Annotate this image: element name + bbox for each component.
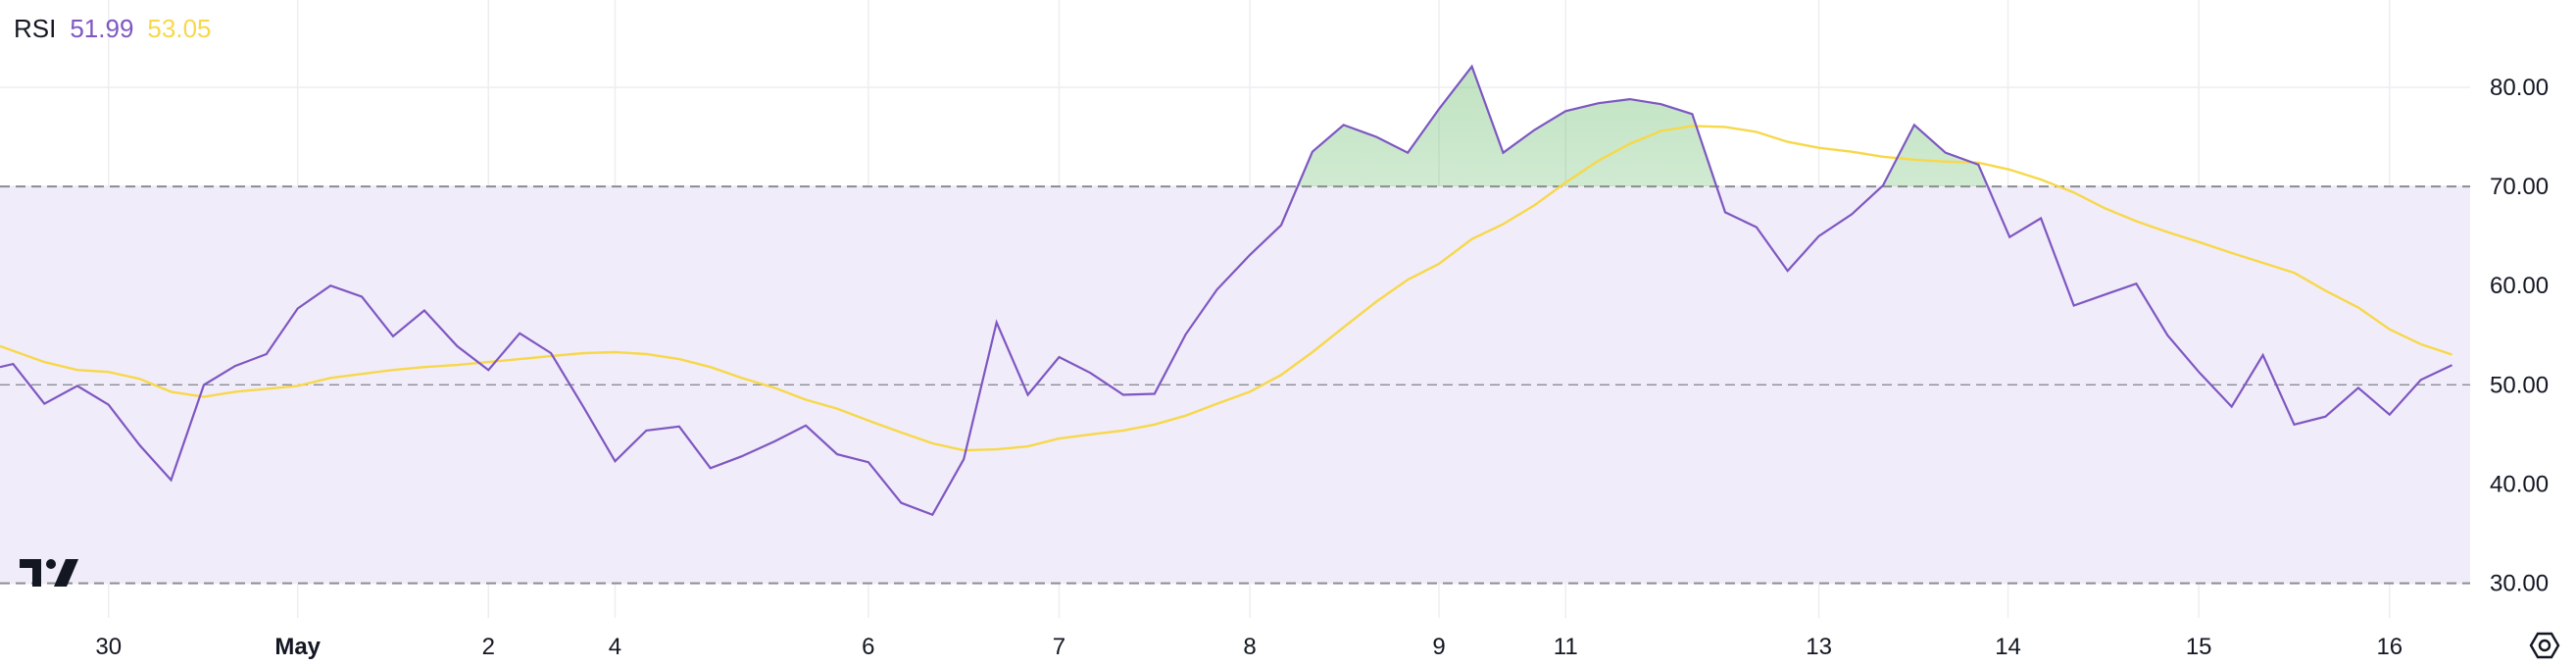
x-tick-label: May [274,634,321,660]
x-tick-label: 11 [1554,634,1578,660]
x-tick-label: 16 [2376,634,2403,660]
x-axis: 30 May 2 4 6 7 8 9 11 13 14 15 16 [95,634,2403,660]
settings-gear-icon[interactable] [2529,632,2560,659]
indicator-name[interactable]: RSI [14,14,57,43]
x-tick-label: 2 [482,634,495,660]
x-tick-label: 6 [862,634,874,660]
y-axis: 80.00 70.00 60.00 50.00 40.00 30.00 [2490,75,2549,597]
indicator-legend: RSI 51.99 53.05 [14,14,212,44]
y-tick-label: 80.00 [2490,75,2549,101]
x-tick-label: 9 [1432,634,1445,660]
y-tick-label: 40.00 [2490,471,2549,497]
tradingview-logo-icon[interactable] [20,559,78,587]
y-tick-label: 50.00 [2490,372,2549,398]
x-tick-label: 15 [2186,634,2212,660]
x-tick-label: 13 [1806,634,1832,660]
y-tick-label: 70.00 [2490,174,2549,200]
x-tick-label: 8 [1243,634,1256,660]
rsi-ma-value: 53.05 [147,14,212,43]
rsi-ma-line [0,125,2452,452]
x-tick-label: 30 [95,634,122,660]
y-tick-label: 30.00 [2490,571,2549,597]
rsi-line [0,64,2452,517]
x-tick-label: 4 [609,634,621,660]
y-tick-label: 60.00 [2490,273,2549,299]
x-tick-label: 7 [1053,634,1065,660]
rsi-value: 51.99 [70,14,134,43]
x-tick-label: 14 [1995,634,2021,660]
